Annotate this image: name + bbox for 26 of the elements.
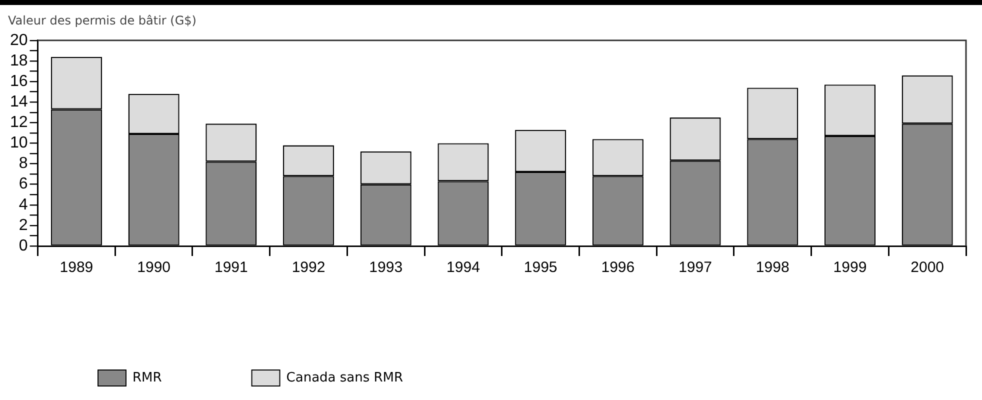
y-tick-label: 6 [18, 176, 28, 193]
x-tick-label: 1989 [60, 259, 94, 276]
y-tick-label: 2 [18, 216, 28, 234]
x-tick-label: 1993 [369, 259, 403, 276]
y-tick-label: 10 [10, 134, 28, 152]
x-tick-label: 1990 [137, 259, 171, 276]
y-axis-title: Valeur des permis de bâtir (G$) [8, 13, 196, 28]
x-tick-label: 1999 [833, 259, 867, 276]
x-tick-label: 1998 [756, 259, 790, 276]
x-tick-label: 1992 [292, 259, 326, 276]
x-tick-label: 2000 [910, 259, 944, 276]
y-tick-label: 4 [18, 196, 28, 214]
x-tick-label: 1994 [446, 259, 480, 276]
legend-label: Canada sans RMR [286, 370, 404, 386]
x-tick-label: 1991 [214, 259, 248, 276]
x-tick-label: 1996 [601, 259, 635, 276]
y-tick-label: 12 [10, 114, 28, 132]
x-tick-label: 1995 [524, 259, 558, 276]
y-tick-label: 8 [18, 155, 28, 172]
y-tick-label: 14 [10, 93, 28, 110]
x-tick-label: 1997 [678, 259, 712, 276]
y-tick-label: 20 [10, 32, 28, 49]
y-tick-label: 18 [10, 52, 28, 70]
y-tick-label: 16 [10, 72, 28, 90]
legend-label: RMR [132, 370, 162, 386]
y-tick-label: 0 [18, 237, 28, 254]
